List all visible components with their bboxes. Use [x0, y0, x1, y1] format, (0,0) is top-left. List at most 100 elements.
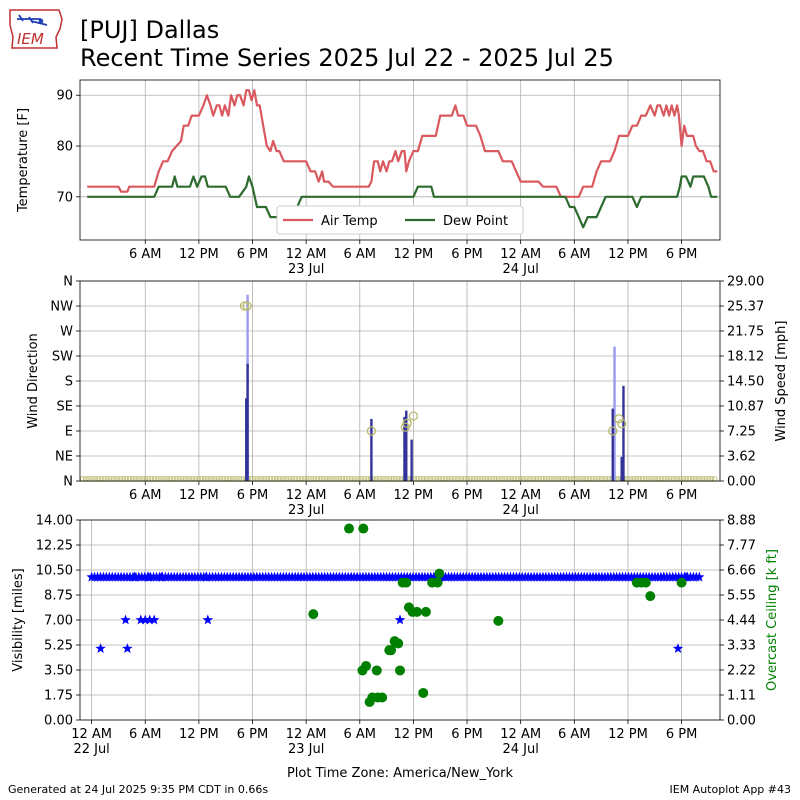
visibility-tick-label: 10.50: [36, 564, 73, 579]
temp-x-tick-label: 6 PM: [451, 247, 482, 262]
temp-x-tick-label: 6 AM: [129, 247, 162, 262]
ceiling-marker: [371, 665, 382, 676]
ceiling-tick-label: 3.33: [727, 639, 756, 654]
wind-x-tick-label: 6 PM: [451, 488, 482, 503]
ceiling-tick-label: 5.55: [727, 589, 756, 604]
ceiling-marker: [393, 638, 404, 649]
wind-speed-bar: [245, 398, 248, 481]
visibility-tick-label: 3.50: [44, 664, 73, 679]
ceiling-tick-label: 1.11: [727, 689, 756, 704]
visibility-tick-label: 8.75: [44, 589, 73, 604]
visibility-marker: [658, 571, 669, 582]
wind-speed-tick-label: 14.50: [727, 375, 764, 390]
ceiling-marker: [401, 577, 412, 588]
wind-speed-bar: [403, 416, 406, 481]
wind-x-tick-label: 6 AM: [129, 488, 162, 503]
wind-dir-axis-label: Wind Direction: [26, 333, 41, 429]
wind-x-tick-label: 12 AM: [286, 488, 327, 503]
visibility-marker: [156, 571, 167, 582]
vis-x-tick-label: 12 AM: [500, 727, 541, 742]
visibility-marker: [200, 571, 212, 582]
wind-direction-marker: [614, 414, 624, 424]
wind-dir-tick-label: N: [63, 275, 73, 290]
temp-x-tick-label: 12 PM: [179, 247, 219, 262]
wind-speed-bar: [370, 418, 373, 481]
ceiling-axis-label: Overcast Ceiling [k ft]: [765, 549, 780, 691]
ceiling-tick-label: 0.00: [727, 714, 756, 729]
ceiling-marker: [493, 615, 504, 626]
wind-x-tick-label: 6 AM: [558, 488, 591, 503]
vis-x-tick-label: 12 PM: [179, 727, 219, 742]
ceiling-marker: [344, 523, 355, 534]
visibility-marker: [672, 643, 684, 653]
visibility-marker: [135, 614, 146, 625]
wind-dir-tick-label: SW: [52, 350, 73, 365]
temp-x-tick-label: 6 AM: [558, 247, 591, 262]
wind-speed-tick-label: 18.12: [727, 350, 764, 365]
ceiling-marker: [377, 692, 388, 703]
vis-x-tick-label: 6 PM: [237, 727, 268, 742]
temp-x-tick-label: 6 PM: [237, 247, 268, 262]
iem-logo: IEM: [7, 7, 65, 51]
wind-direction-marker: [242, 301, 252, 311]
wind-x-tick-label: 12 AM: [500, 488, 541, 503]
visibility-marker: [149, 614, 160, 625]
wind-dir-tick-label: NW: [50, 300, 73, 315]
temp-x-tick-label: 24 Jul: [502, 262, 538, 277]
wind-speed-tick-label: 25.37: [727, 300, 764, 315]
ceiling-marker: [411, 606, 422, 617]
wind-speed-bar: [246, 363, 249, 481]
footer-generated: Generated at 24 Jul 2025 9:35 PM CDT in …: [8, 783, 269, 796]
temp-x-tick-label: 12 PM: [608, 247, 648, 262]
wind-direction-marker: [408, 411, 419, 421]
vis-x-tick-label: 6 AM: [129, 727, 162, 742]
wind-x-tick-label: 12 PM: [394, 488, 434, 503]
wind-dir-tick-label: E: [65, 425, 73, 440]
wind-speed-bar: [620, 456, 623, 481]
visibility-tick-label: 5.25: [44, 639, 73, 654]
ceiling-marker: [420, 606, 431, 617]
vis-x-tick-label: 23 Jul: [288, 742, 324, 757]
wind-direction-marker: [402, 418, 412, 428]
temp-x-tick-label: 12 PM: [394, 247, 434, 262]
ceiling-marker: [358, 523, 369, 534]
visibility-marker: [694, 571, 705, 582]
legend-entry: Air Temp: [321, 214, 378, 229]
visibility-marker: [129, 571, 140, 582]
ceiling-marker: [361, 660, 372, 671]
ceiling-marker: [676, 577, 687, 588]
wind-gust-bar: [613, 346, 616, 481]
wind-speed-bar: [622, 385, 625, 481]
ceiling-tick-label: 8.88: [727, 514, 756, 529]
wind-x-tick-label: 12 PM: [608, 488, 648, 503]
visibility-panel-frame: [79, 519, 721, 721]
wind-direction-marker: [366, 426, 377, 436]
wind-x-tick-label: 24 Jul: [502, 503, 538, 518]
chart-title: [PUJ] Dallas: [80, 16, 220, 44]
temp-x-tick-label: 6 AM: [344, 247, 377, 262]
wind-speed-tick-label: 3.62: [727, 450, 756, 465]
visibility-marker: [144, 614, 155, 625]
temp-legend: [276, 205, 524, 235]
wind-speed-bar: [410, 439, 413, 481]
footer-app: IEM Autoplot App #43: [669, 783, 792, 796]
logo-text: IEM: [17, 30, 44, 48]
ceiling-marker: [640, 577, 651, 588]
temp-y-tick-label: 90: [56, 89, 73, 104]
wind-speed-tick-label: 10.87: [727, 400, 764, 415]
vis-x-tick-label: 6 AM: [344, 727, 377, 742]
vis-x-tick-label: 12 PM: [394, 727, 434, 742]
legend-entry: Dew Point: [443, 214, 508, 229]
wind-dir-tick-label: SE: [57, 400, 73, 415]
ceiling-tick-label: 2.22: [727, 664, 756, 679]
vis-x-tick-label: 12 AM: [71, 727, 112, 742]
wind-speed-tick-label: 0.00: [727, 475, 756, 490]
visibility-tick-label: 12.25: [36, 539, 73, 554]
ceiling-marker: [432, 577, 443, 588]
visibility-marker: [140, 614, 151, 625]
wind-speed-bar: [611, 408, 614, 481]
temp-y-tick-label: 70: [56, 190, 73, 205]
wind-x-tick-label: 6 AM: [344, 488, 377, 503]
ceiling-marker: [386, 645, 397, 656]
wind-x-tick-label: 23 Jul: [288, 503, 324, 518]
